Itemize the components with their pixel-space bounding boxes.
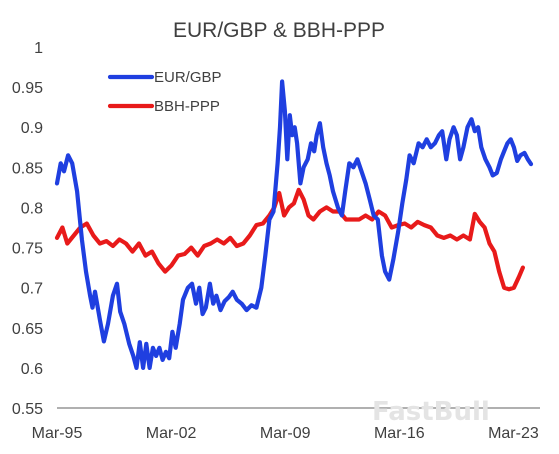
x-tick-label: Mar-16 bbox=[374, 425, 425, 442]
x-tick-label: Mar-95 bbox=[32, 425, 83, 442]
y-tick-label: 0.75 bbox=[12, 241, 43, 258]
chart-title: EUR/GBP & BBH-PPP bbox=[173, 19, 385, 42]
legend-label: BBH-PPP bbox=[154, 98, 220, 115]
y-tick-label: 0.6 bbox=[21, 361, 43, 378]
x-tick-label: Mar-09 bbox=[260, 425, 311, 442]
y-tick-label: 1 bbox=[34, 40, 43, 57]
x-axis-ticks: Mar-95 Mar-02 Mar-09 Mar-16 Mar-23 bbox=[32, 425, 539, 442]
x-tick-label: Mar-02 bbox=[146, 425, 197, 442]
y-tick-label: 0.7 bbox=[21, 281, 43, 298]
y-tick-label: 0.9 bbox=[21, 120, 43, 137]
series-line-bbh-ppp bbox=[54, 187, 525, 292]
y-tick-label: 0.65 bbox=[12, 321, 43, 338]
y-tick-label: 0.55 bbox=[12, 401, 43, 418]
y-tick-label: 0.85 bbox=[12, 160, 43, 177]
watermark-logo: FastBull bbox=[372, 397, 490, 427]
series-line-eur-gbp bbox=[54, 79, 534, 370]
series-layer bbox=[54, 79, 534, 370]
legend-label: EUR/GBP bbox=[154, 69, 222, 86]
legend: EUR/GBP BBH-PPP bbox=[107, 69, 222, 115]
y-axis-ticks: 0.55 0.6 0.65 0.7 0.75 0.8 0.85 0.9 0.95 1 bbox=[12, 40, 43, 418]
x-tick-label: Mar-23 bbox=[488, 425, 539, 442]
y-tick-label: 0.95 bbox=[12, 80, 43, 97]
y-tick-label: 0.8 bbox=[21, 200, 43, 217]
